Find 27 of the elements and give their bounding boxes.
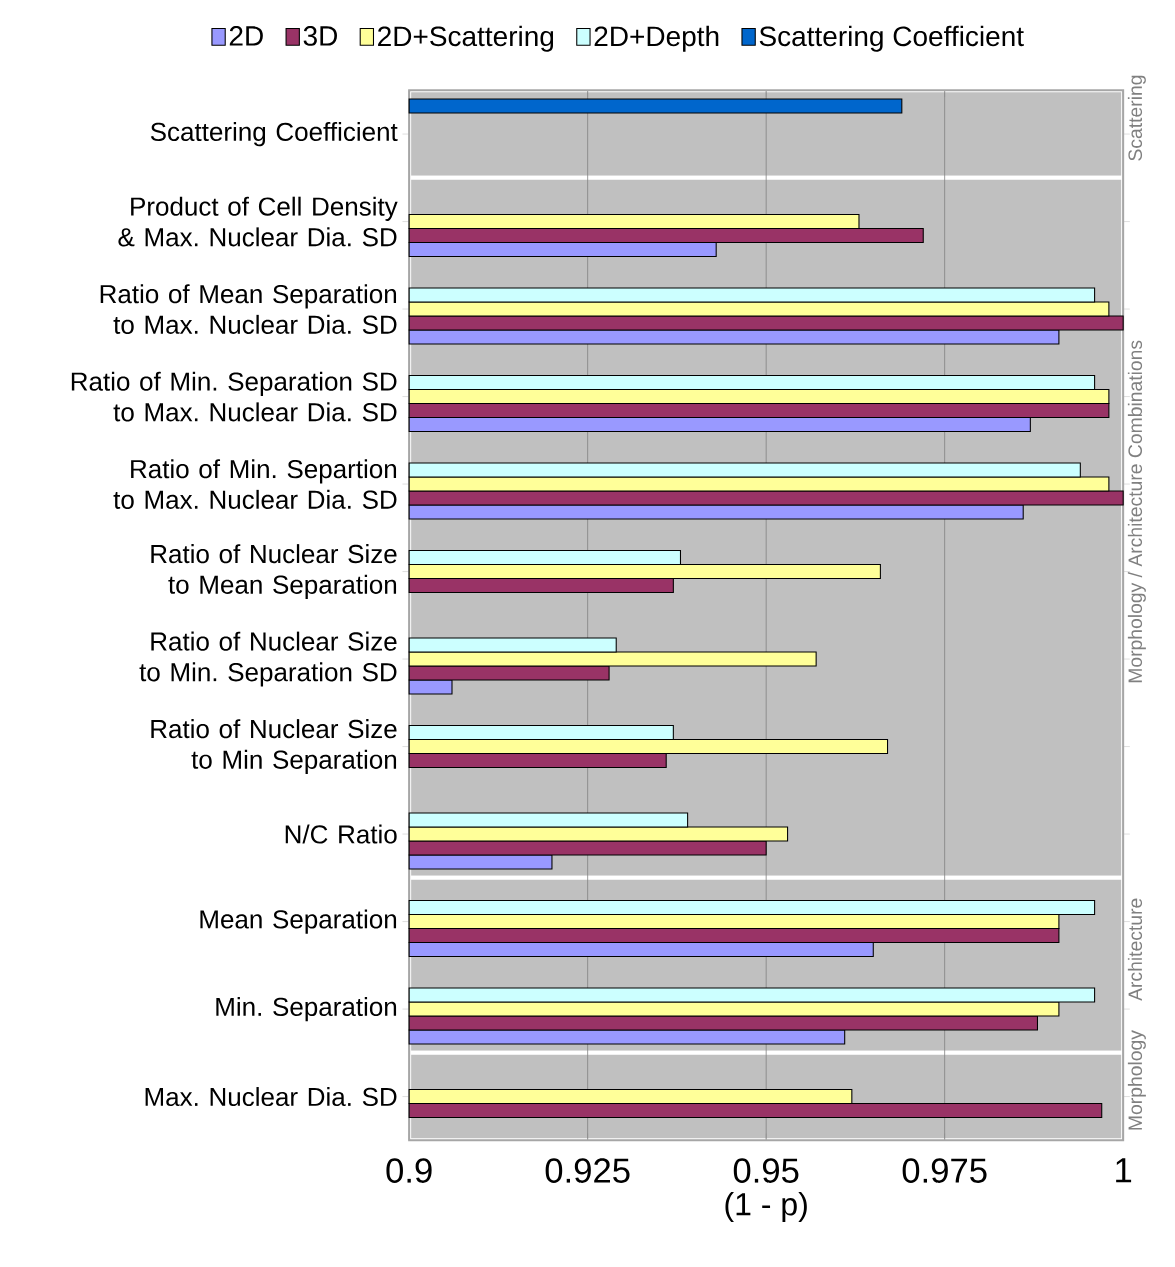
x-tick-label: 0.925 bbox=[545, 1158, 630, 1183]
x-tick-label: 0.9 bbox=[386, 1158, 432, 1183]
legend-label: 2D+Scattering bbox=[378, 25, 554, 52]
legend-label: 3D bbox=[303, 26, 337, 46]
y-tick-label: N/C Ratio bbox=[285, 824, 397, 844]
y-tick-label: Ratio of Min. Separation SD to Max. Nuclear Dia. SD bbox=[71, 371, 397, 422]
y-tick-label: Scattering Coefficient bbox=[150, 121, 398, 147]
x-tick-label: 0.95 bbox=[733, 1158, 799, 1183]
band-label: Morphology / Architecture Combinations bbox=[1127, 340, 1146, 683]
y-tick-label: Min. Separation bbox=[216, 996, 396, 1022]
y-tick-label: Ratio of Mean Separation to Max. Nuclear Dia. SD bbox=[100, 284, 397, 334]
band-label: Architecture bbox=[1127, 898, 1143, 1001]
x-tick-label: 1 bbox=[1116, 1158, 1132, 1183]
legend-label: Scattering Coefficient bbox=[759, 25, 1024, 52]
y-tick-label: Ratio of Nuclear Size to Min Separation bbox=[151, 719, 397, 775]
y-tick-label: Ratio of Min. Separtion to Max. Nuclear Dia. SD bbox=[113, 459, 397, 509]
x-axis-title: (1 - p) bbox=[725, 1192, 807, 1222]
y-tick-label: Mean Separation bbox=[200, 909, 396, 934]
y-tick-label: Ratio of Nuclear Size to Mean Separation bbox=[151, 544, 397, 600]
band-label: Morphology bbox=[1127, 1030, 1146, 1130]
y-tick-label: Max. Nuclear Dia. SD bbox=[145, 1087, 397, 1107]
x-tick-label: 0.975 bbox=[902, 1158, 987, 1183]
legend-label: 2D+Depth bbox=[594, 25, 719, 52]
band-label: Scattering bbox=[1127, 75, 1146, 161]
y-tick-label: Ratio of Nuclear Size to Min. Separation SD bbox=[139, 631, 397, 687]
legend-label: 2D bbox=[229, 26, 263, 46]
y-tick-label: Product of Cell Density & Max. Nuclear Dia. SD bbox=[118, 196, 398, 247]
